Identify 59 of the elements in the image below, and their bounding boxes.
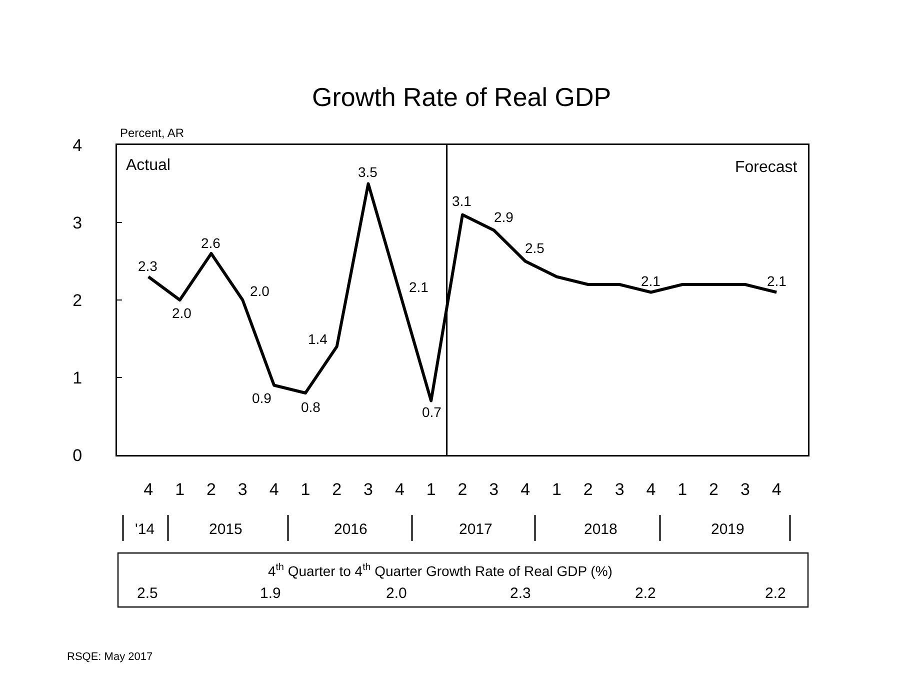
x-tick-label: 4 [144,480,154,499]
text: 4$^{th}$ Quarter to 4$^{th}$ Quarter Growth Rate of Real GDP (%) [268,562,612,579]
data-label: 3.5 [358,164,378,180]
x-tick-label: 1 [300,480,310,499]
chart-title: Growth Rate of Real GDP [312,82,612,112]
x-tick-label: 4 [772,480,782,499]
y-tick-label: 1 [72,368,82,388]
text: RSQE: May 2017 [67,651,153,663]
x-tick-label: 2 [458,480,468,499]
text: '14 [135,521,155,538]
x-tick-label: 4 [269,480,279,499]
x-tick-label: 1 [552,480,562,499]
x-tick-label: 1 [678,480,688,499]
text: 2.2 [635,585,656,602]
text: 2017 [459,521,492,538]
text: 2.2 [765,585,786,602]
data-label: 2.3 [138,258,158,274]
data-label: 1.4 [308,331,328,347]
data-label: 0.8 [301,399,321,415]
text: 2016 [334,521,368,538]
data-label: 2.1 [409,279,429,295]
data-label: 2.1 [641,273,661,289]
x-tick-label: 2 [332,480,342,499]
x-tick-label: 3 [238,480,248,499]
y-tick-label: 0 [72,446,82,465]
data-label: 3.1 [452,193,472,209]
data-label: 2.6 [201,235,221,251]
data-label: 2.0 [250,283,270,299]
data-label: 2.0 [172,305,192,321]
x-tick-label: 2 [583,480,593,499]
data-label: 0.7 [422,404,442,420]
annotation: Actual [126,157,170,174]
x-tick-label: 3 [740,480,750,499]
text: 2019 [711,521,744,538]
y-tick-label: 4 [72,136,82,155]
x-tick-label: 1 [175,480,185,499]
y-tick-label: 3 [72,213,82,232]
y-tick-label: 2 [72,290,82,310]
data-label: 2.9 [494,209,514,225]
text: 2018 [584,521,618,538]
text: 2.5 [137,585,158,602]
data-label: 2.1 [767,273,787,289]
annotation: Forecast [735,159,798,176]
x-tick-label: 4 [394,480,404,499]
text: 2015 [209,521,242,538]
x-tick-label: 3 [364,480,374,499]
x-tick-label: 1 [426,480,436,499]
x-tick-label: 3 [614,480,624,499]
x-tick-label: 4 [520,480,530,499]
data-label: 2.5 [525,240,545,256]
x-tick-label: 2 [206,480,216,499]
text: 1.9 [260,585,281,602]
text: 2.0 [386,585,407,602]
data-label: 0.9 [252,390,272,406]
x-tick-label: 2 [709,480,719,499]
text: 2.3 [510,585,531,602]
x-tick-label: 4 [646,480,656,499]
y-axis-title: Percent, AR [120,126,184,140]
x-tick-label: 3 [489,480,499,499]
